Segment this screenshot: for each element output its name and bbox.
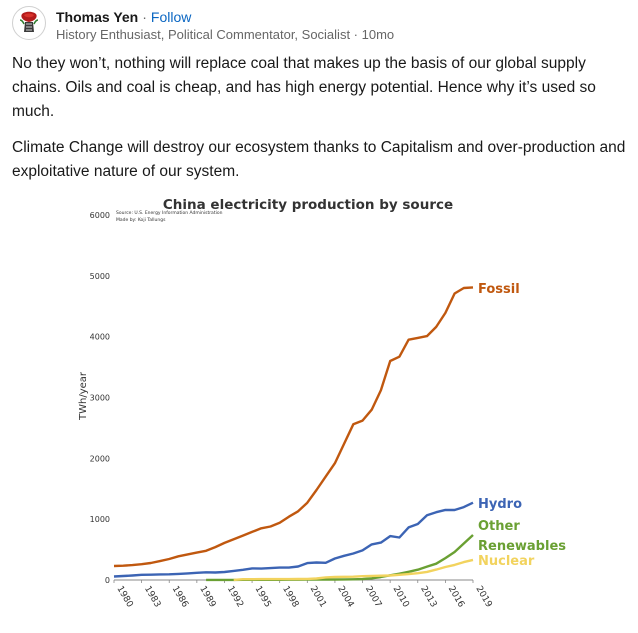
chart-source-line-1: Source: U.S. Energy Information Administ… [116,210,223,216]
series-line-hydro [113,501,474,578]
series-label: Other Renewables [478,519,566,554]
x-tick-label: 1989 [197,585,217,610]
post-meta: Thomas Yen · Follow History Enthusiast, Po… [56,8,394,44]
y-tick-label: 4000 [90,333,110,342]
follow-button[interactable]: Follow [150,9,192,25]
post-header: Thomas Yen · Follow History Enthusiast, Po… [12,6,394,46]
y-tick-label: 1000 [90,515,110,524]
separator-dot: · [142,9,147,25]
x-tick-label: 1983 [142,585,162,610]
series-line-fossil [113,286,474,568]
post-body: No they won’t, nothing will replace coal… [12,52,626,196]
author-name[interactable]: Thomas Yen [56,9,139,25]
y-tick-label: 2000 [90,454,110,463]
x-tick-label: 1998 [280,585,300,610]
x-tick-label: 2010 [391,585,411,610]
chart-source-line-2: Made by: Koji Tallungs [116,217,166,223]
series-label: Hydro [478,497,522,512]
x-tick-label: 1995 [252,585,272,610]
x-tick-label: 1986 [170,585,190,610]
x-tick-label: 2013 [418,585,438,610]
x-tick-label: 2016 [446,585,466,610]
y-tick-label: 5000 [90,272,110,281]
y-tick-label: 3000 [90,394,110,403]
x-tick-label: 1992 [225,585,245,610]
post-paragraph-2: Climate Change will destroy our ecosyste… [12,139,626,180]
rose-fist-logo-icon [14,8,44,38]
y-tick-label: 6000 [90,211,110,220]
series-line-nuclear [233,558,474,582]
chart-image[interactable]: China electricity production by source S… [70,188,590,628]
name-row: Thomas Yen · Follow [56,8,394,26]
x-tick-label: 2001 [308,585,328,610]
y-axis-label: TWh/year [78,371,89,421]
chart-title: China electricity production by source [163,197,453,213]
post-paragraph-1: No they won’t, nothing will replace coal… [12,55,596,120]
electricity-chart: China electricity production by source S… [78,197,566,610]
x-tick-label: 2007 [363,585,383,610]
author-headline: History Enthusiast, Political Commentato… [56,27,395,42]
y-tick-label: 0 [105,576,110,585]
avatar[interactable] [12,6,46,40]
series-label: Nuclear [478,554,535,569]
x-tick-label: 2004 [335,585,355,610]
x-tick-label: 1980 [114,585,134,610]
x-tick-label: 2019 [473,585,493,610]
series-label: Fossil [478,282,520,297]
